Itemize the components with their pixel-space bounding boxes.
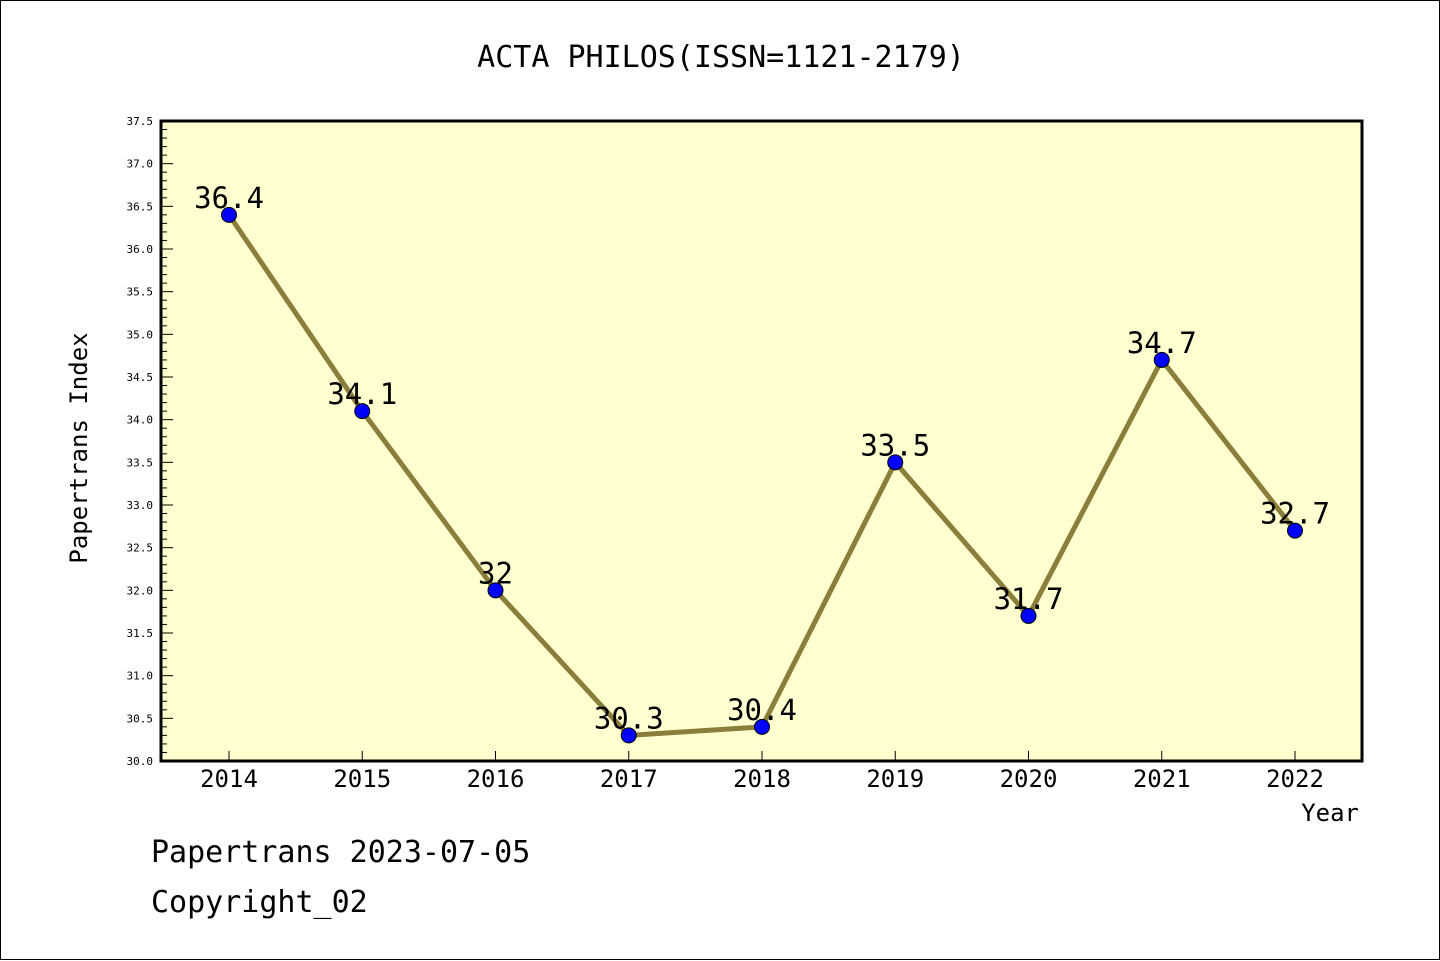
chart-title: ACTA PHILOS(ISSN=1121-2179) [477,40,965,75]
y-axis: 30.0 30.5 31.0 31.5 32.0 32.5 33.0 33.5 34.0 34.5… [127,115,173,768]
data-label: 34.1 [327,377,397,411]
x-tick-label: 2022 [1266,765,1324,793]
data-label: 32 [478,556,513,590]
data-point [887,454,904,471]
data-label: 36.4 [194,181,264,215]
data-label: 30.3 [594,701,664,735]
data-point [1020,607,1037,624]
y-tick-label: 30.5 [127,712,154,725]
data-label: 31.7 [994,582,1064,616]
data-label: 33.5 [860,428,930,462]
y-tick-label: 35.0 [127,328,154,341]
x-tick-label: 2016 [467,765,525,793]
data-label: 32.7 [1260,497,1330,531]
plot-area [159,119,1364,763]
x-tick-label: 2021 [1133,765,1191,793]
data-point [620,727,637,744]
data-point [1153,351,1170,368]
data-point [754,718,770,735]
y-tick-label: 30.0 [127,755,154,768]
y-tick-label: 35.5 [127,286,154,299]
x-tick-label: 2020 [1000,765,1058,793]
y-axis-label: Papertrans Index [65,332,93,563]
y-tick-label: 31.0 [127,670,154,683]
data-point [354,403,371,420]
x-tick-label: 2019 [866,765,924,793]
y-tick-label: 37.5 [127,115,154,128]
y-tick-label: 31.5 [127,627,154,640]
footer-copyright: Copyright_02 [151,885,368,920]
x-tick-label: 2014 [200,765,258,793]
y-tick-label: 32.0 [127,584,154,597]
data-point [221,206,237,223]
x-axis-label: Year [1301,799,1359,827]
footer-date: Papertrans 2023-07-05 [151,835,531,870]
y-tick-label: 33.5 [127,456,154,469]
series-layer: 36.4 34.1 32 30.3 30.4 33.5 31.7 34.7 32.7 [194,181,1330,744]
data-point [1287,522,1303,539]
y-tick-label: 36.0 [127,243,154,256]
y-tick-label: 32.5 [127,542,154,555]
y-tick-label: 33.0 [127,499,154,512]
y-tick-label: 34.5 [127,371,154,384]
x-tick-label: 2018 [733,765,791,793]
data-label: 30.4 [727,693,797,727]
x-tick-label: 2017 [600,765,658,793]
y-tick-label: 34.0 [127,414,154,427]
x-axis: 2014 2015 2016 2017 2018 2019 2020 2021 2022 [200,751,1324,793]
y-tick-label: 37.0 [127,158,154,171]
y-tick-label: 36.5 [127,200,154,213]
data-point [487,582,504,599]
data-label: 34.7 [1127,326,1197,360]
x-tick-label: 2015 [333,765,391,793]
